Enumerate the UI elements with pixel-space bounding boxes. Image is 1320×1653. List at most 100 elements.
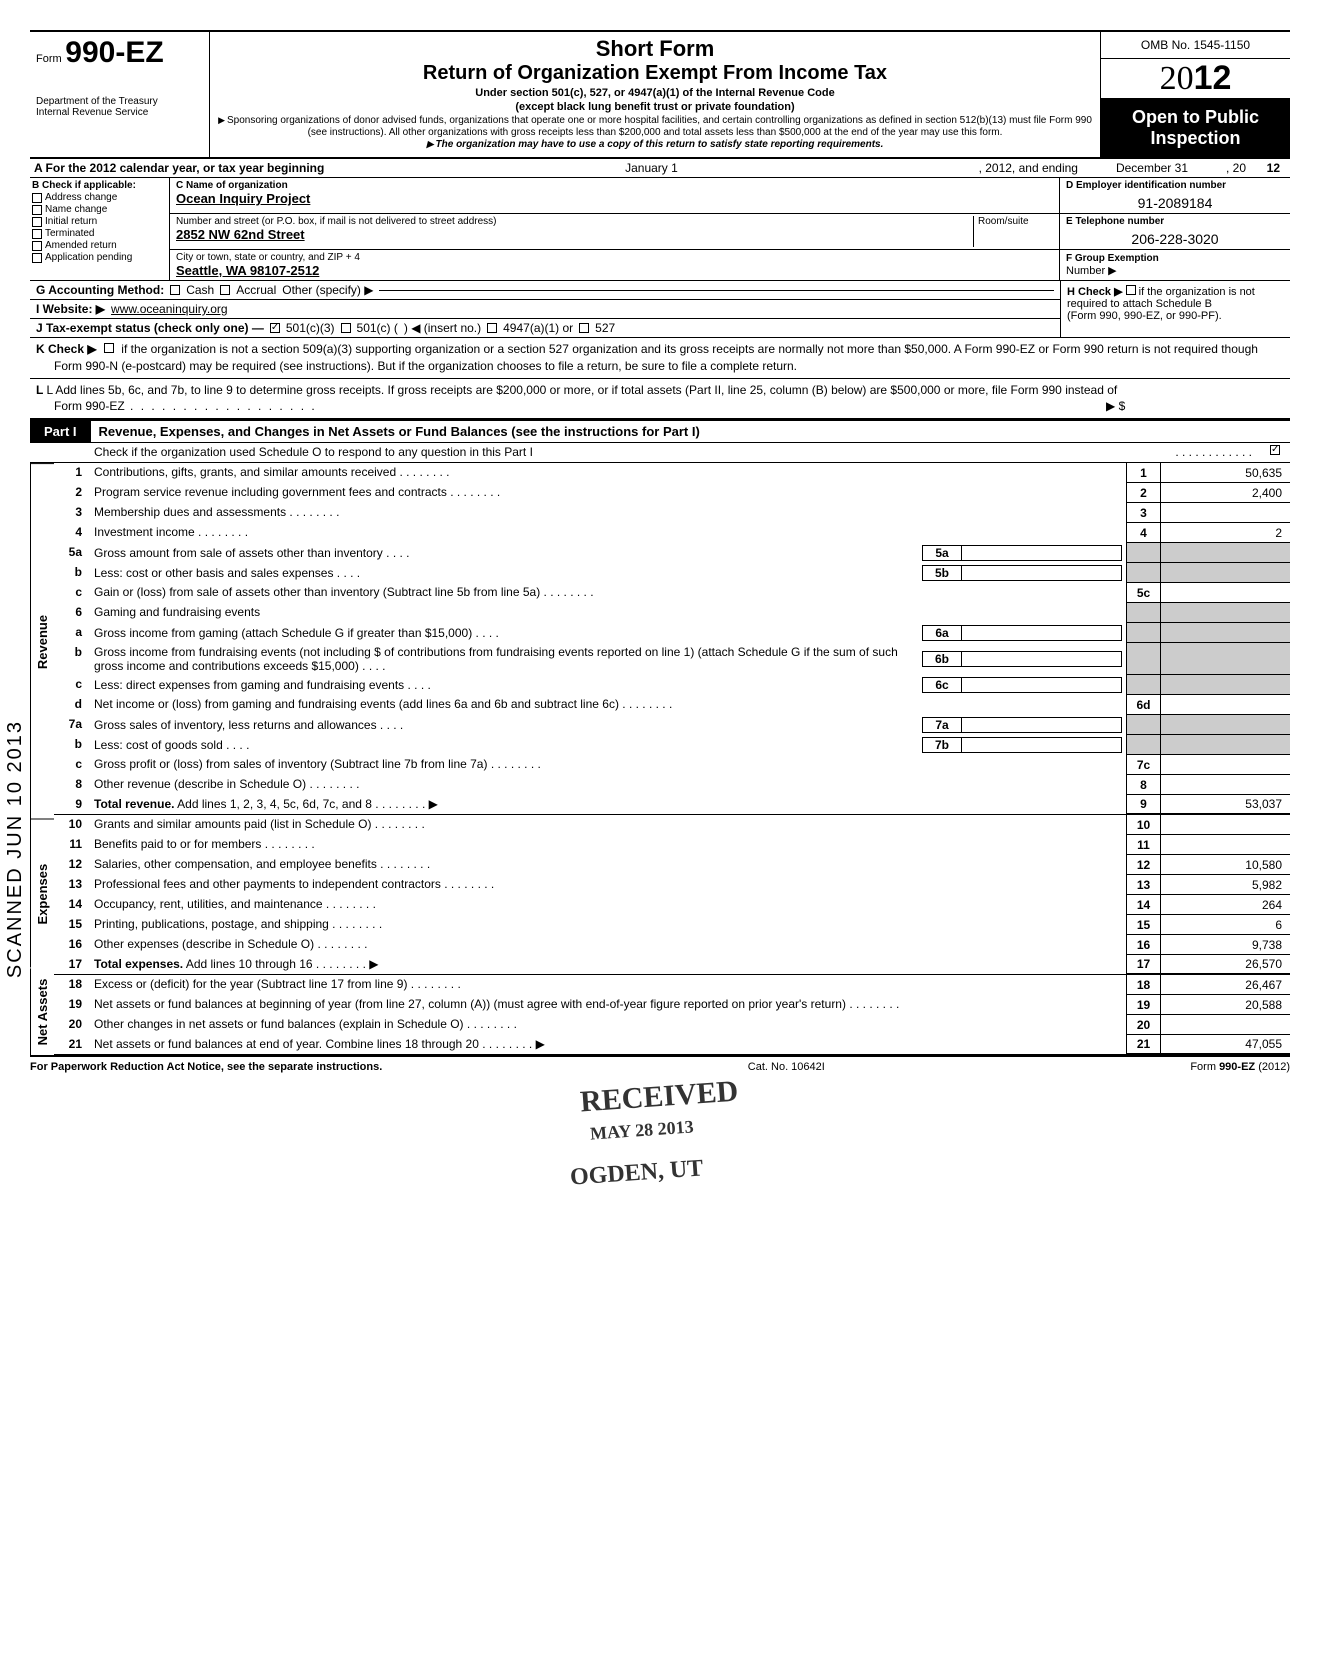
tax-year: 2012	[1101, 59, 1290, 99]
form-number: 990-EZ	[65, 36, 163, 69]
cb-name-change[interactable]: Name change	[32, 204, 167, 215]
line-desc: Contributions, gifts, grants, and simila…	[90, 463, 1126, 483]
website-url: www.oceaninquiry.org	[111, 302, 228, 316]
line-right-num: 14	[1126, 895, 1160, 915]
line-desc: Gain or (loss) from sale of assets other…	[90, 583, 1126, 603]
cb-application-pending[interactable]: Application pending	[32, 252, 167, 263]
line-right-num	[1126, 623, 1160, 643]
line-amount	[1160, 715, 1290, 735]
cb-schedule-o[interactable]	[1270, 445, 1280, 455]
row-k: K Check ▶ if the organization is not a s…	[30, 338, 1290, 379]
received-stamp: RECEIVED	[579, 1075, 739, 1120]
footer-cat-no: Cat. No. 10642I	[748, 1061, 825, 1073]
row-l: L L Add lines 5b, 6c, and 7b, to line 9 …	[30, 379, 1290, 420]
line-desc: Gross amount from sale of assets other t…	[90, 543, 1126, 563]
line-amount: 26,467	[1160, 975, 1290, 995]
line-desc: Gross sales of inventory, less returns a…	[90, 715, 1126, 735]
cb-schedule-b[interactable]	[1126, 285, 1136, 295]
line-num: 16	[54, 935, 90, 955]
cb-terminated[interactable]: Terminated	[32, 228, 167, 239]
line-num: 8	[54, 775, 90, 795]
line-amount	[1160, 775, 1290, 795]
col-d-ein: D Employer identification number 91-2089…	[1060, 178, 1290, 213]
line-right-num: 4	[1126, 523, 1160, 543]
line-desc: Gross profit or (loss) from sales of inv…	[90, 755, 1126, 775]
side-label-net-assets: Net Assets	[30, 968, 54, 1055]
part-1-check: Check if the organization used Schedule …	[30, 443, 1290, 463]
open-to-public: Open to PublicInspection	[1101, 99, 1290, 157]
line-amount: 26,570	[1160, 955, 1290, 974]
line-10: 10Grants and similar amounts paid (list …	[54, 815, 1290, 835]
ein-value: 91-2089184	[1066, 195, 1284, 211]
cb-527[interactable]	[579, 323, 589, 333]
line-right-num: 9	[1126, 795, 1160, 814]
cb-initial-return[interactable]: Initial return	[32, 216, 167, 227]
line-12: 12Salaries, other compensation, and empl…	[54, 855, 1290, 875]
cb-cash[interactable]	[170, 285, 180, 295]
line-amount	[1160, 603, 1290, 623]
line-right-num	[1126, 715, 1160, 735]
line-right-num	[1126, 543, 1160, 563]
line-amount	[1160, 735, 1290, 755]
line-num: 1	[54, 463, 90, 483]
line-desc: Other revenue (describe in Schedule O) .…	[90, 775, 1126, 795]
cb-amended[interactable]: Amended return	[32, 240, 167, 251]
cb-501c3[interactable]	[270, 323, 280, 333]
row-g-accounting: G Accounting Method: Cash Accrual Other …	[30, 281, 1060, 300]
part-1-grid: Revenue Expenses Net Assets 1Contributio…	[30, 463, 1290, 1055]
line-right-num: 8	[1126, 775, 1160, 795]
line-right-num	[1126, 603, 1160, 623]
line-num: b	[54, 563, 90, 583]
col-c-street: Number and street (or P.O. box, if mail …	[170, 214, 1060, 249]
line-num: 3	[54, 503, 90, 523]
line-desc: Professional fees and other payments to …	[90, 875, 1126, 895]
line-num: c	[54, 675, 90, 695]
line-num: 21	[54, 1035, 90, 1054]
line-11: 11Benefits paid to or for members . . . …	[54, 835, 1290, 855]
line-20: 20Other changes in net assets or fund ba…	[54, 1015, 1290, 1035]
footer-left: For Paperwork Reduction Act Notice, see …	[30, 1061, 382, 1073]
line-desc: Investment income . . . . . . . .	[90, 523, 1126, 543]
line-desc: Printing, publications, postage, and shi…	[90, 915, 1126, 935]
line-desc: Gaming and fundraising events	[90, 603, 1126, 623]
subtitle-4: The organization may have to use a copy …	[216, 139, 1094, 150]
line-amount: 47,055	[1160, 1035, 1290, 1054]
cb-address-change[interactable]: Address change	[32, 192, 167, 203]
line-right-num: 2	[1126, 483, 1160, 503]
line-desc: Less: direct expenses from gaming and fu…	[90, 675, 1126, 695]
line-num: c	[54, 583, 90, 603]
line-13: 13Professional fees and other payments t…	[54, 875, 1290, 895]
return-title: Return of Organization Exempt From Incom…	[216, 62, 1094, 85]
line-right-num: 19	[1126, 995, 1160, 1015]
line-right-num: 16	[1126, 935, 1160, 955]
line-num: 11	[54, 835, 90, 855]
line-desc: Program service revenue including govern…	[90, 483, 1126, 503]
line-6b: bGross income from fundraising events (n…	[54, 643, 1290, 675]
side-label-revenue: Revenue	[30, 463, 54, 819]
line-7c: cGross profit or (loss) from sales of in…	[54, 755, 1290, 775]
line-num: 2	[54, 483, 90, 503]
line-num: b	[54, 643, 90, 675]
row-j-tax-status: J Tax-exempt status (check only one) — 5…	[30, 319, 1060, 337]
line-5a: 5aGross amount from sale of assets other…	[54, 543, 1290, 563]
line-desc: Less: cost of goods sold . . . .7b	[90, 735, 1126, 755]
line-15: 15Printing, publications, postage, and s…	[54, 915, 1290, 935]
line-14: 14Occupancy, rent, utilities, and mainte…	[54, 895, 1290, 915]
line-num: 17	[54, 955, 90, 974]
line-desc: Other expenses (describe in Schedule O) …	[90, 935, 1126, 955]
line-amount	[1160, 563, 1290, 583]
line-right-num: 11	[1126, 835, 1160, 855]
line-17: 17Total expenses. Add lines 10 through 1…	[54, 955, 1290, 975]
line-amount: 2,400	[1160, 483, 1290, 503]
cb-4947[interactable]	[487, 323, 497, 333]
line-amount: 53,037	[1160, 795, 1290, 814]
cb-accrual[interactable]	[220, 285, 230, 295]
cb-k[interactable]	[104, 343, 114, 353]
line-desc: Other changes in net assets or fund bala…	[90, 1015, 1126, 1035]
b-title: B Check if applicable:	[32, 180, 167, 191]
form-header: Form 990-EZ Department of the Treasury I…	[30, 32, 1290, 159]
cb-501c[interactable]	[341, 323, 351, 333]
received-ogden: OGDEN, UT	[569, 1155, 704, 1191]
line-7b: bLess: cost of goods sold . . . .7b	[54, 735, 1290, 755]
part-1-title: Revenue, Expenses, and Changes in Net As…	[91, 421, 708, 442]
